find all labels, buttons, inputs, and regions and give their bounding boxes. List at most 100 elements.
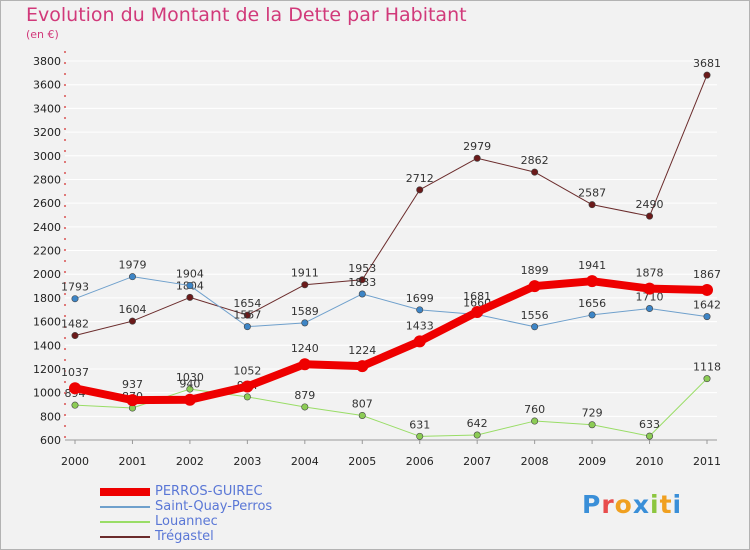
y-tick-label: 800 — [40, 410, 61, 423]
y-tick-label: 600 — [40, 434, 61, 447]
data-label-saint-quay-perros: 1833 — [348, 276, 376, 289]
x-tick-label: 2005 — [348, 455, 376, 468]
data-label-louannec: 1030 — [176, 371, 204, 384]
logo-letter: t — [659, 490, 673, 519]
data-label-louannec: 631 — [409, 418, 430, 431]
x-tick-label: 2002 — [176, 455, 204, 468]
data-label-tr-gastel: 2712 — [406, 172, 434, 185]
y-tick-label: 3400 — [33, 102, 61, 115]
data-label-perros-guirec: 1867 — [693, 268, 721, 281]
y-tick-label: 1800 — [33, 292, 61, 305]
data-point-louannec — [243, 393, 251, 401]
legend-label: PERROS-GUIREC — [155, 484, 263, 499]
x-tick-label: 2003 — [233, 455, 261, 468]
data-point-tr-gastel — [243, 311, 251, 319]
data-label-saint-quay-perros: 1793 — [61, 281, 89, 294]
data-point-louannec — [301, 403, 309, 411]
y-tick-label: 3200 — [33, 126, 61, 139]
x-tick-label: 2008 — [521, 455, 549, 468]
data-label-tr-gastel: 2587 — [578, 187, 606, 200]
legend-label: Louannec — [155, 514, 218, 529]
data-point-perros-guirec — [298, 358, 311, 371]
data-point-louannec — [358, 411, 366, 419]
data-label-perros-guirec: 1433 — [406, 319, 434, 332]
data-label-perros-guirec: 1941 — [578, 259, 606, 272]
data-label-saint-quay-perros: 1556 — [521, 309, 549, 322]
data-label-louannec: 1118 — [693, 361, 721, 374]
legend-swatch — [100, 506, 150, 508]
data-point-louannec — [473, 431, 481, 439]
data-label-saint-quay-perros: 1589 — [291, 305, 319, 318]
data-point-louannec — [186, 385, 194, 393]
data-point-tr-gastel — [416, 186, 424, 194]
y-tick-label: 1200 — [33, 363, 61, 376]
data-point-tr-gastel — [301, 281, 309, 289]
series-line-saint-quay-perros — [74, 276, 708, 328]
x-tick-label: 2000 — [61, 455, 89, 468]
legend-swatch — [100, 488, 150, 496]
legend-label: Trégastel — [155, 529, 214, 544]
data-label-perros-guirec: 1052 — [233, 364, 261, 377]
data-point-perros-guirec — [241, 380, 254, 393]
y-tick-label: 2000 — [33, 268, 61, 281]
x-tick-label: 2010 — [636, 455, 664, 468]
data-label-tr-gastel: 2862 — [521, 154, 549, 167]
y-tick-label: 1600 — [33, 316, 61, 329]
data-label-tr-gastel: 1482 — [61, 318, 89, 331]
data-point-louannec — [531, 417, 539, 425]
data-point-tr-gastel — [473, 154, 481, 162]
data-point-saint-quay-perros — [416, 306, 424, 314]
data-label-saint-quay-perros: 1557 — [233, 309, 261, 322]
data-point-perros-guirec — [183, 393, 196, 406]
x-tick-label: 2004 — [291, 455, 319, 468]
data-point-tr-gastel — [128, 317, 136, 325]
data-point-louannec — [703, 375, 711, 383]
data-point-saint-quay-perros — [71, 295, 79, 303]
logo-letter: i — [672, 490, 683, 519]
data-point-louannec — [71, 401, 79, 409]
data-label-perros-guirec: 1899 — [521, 264, 549, 277]
logo-letter: r — [601, 490, 615, 519]
data-label-saint-quay-perros: 1699 — [406, 292, 434, 305]
data-label-louannec: 879 — [294, 389, 315, 402]
y-tick-label: 3800 — [33, 55, 61, 68]
logo-letter: o — [614, 490, 633, 519]
legend-swatch — [100, 521, 150, 523]
x-tick-label: 2007 — [463, 455, 491, 468]
data-point-tr-gastel — [646, 212, 654, 220]
data-label-louannec: 642 — [467, 417, 488, 430]
data-point-saint-quay-perros — [703, 313, 711, 321]
logo-letter: x — [632, 490, 650, 519]
data-label-louannec: 729 — [582, 407, 603, 420]
y-tick-label: 2200 — [33, 245, 61, 258]
data-point-saint-quay-perros — [243, 323, 251, 331]
data-point-saint-quay-perros — [531, 323, 539, 331]
data-label-saint-quay-perros: 1642 — [693, 299, 721, 312]
x-tick-label: 2009 — [578, 455, 606, 468]
data-point-tr-gastel — [588, 201, 596, 209]
data-label-tr-gastel: 1953 — [348, 262, 376, 275]
data-point-louannec — [416, 432, 424, 440]
data-point-tr-gastel — [358, 276, 366, 284]
data-label-louannec: 807 — [352, 397, 373, 410]
data-point-saint-quay-perros — [588, 311, 596, 319]
series-line-louannec — [74, 378, 708, 437]
line-chart: 600 800 1000 1200 1400 1600 1800 2000 2200 2400 26… — [33, 51, 721, 468]
data-label-perros-guirec: 937 — [122, 378, 143, 391]
data-label-tr-gastel: 2490 — [636, 198, 664, 211]
data-point-louannec — [646, 432, 654, 440]
data-point-perros-guirec — [701, 283, 713, 296]
data-point-perros-guirec — [69, 382, 81, 395]
y-tick-label: 3600 — [33, 79, 61, 92]
data-label-perros-guirec: 1681 — [463, 290, 491, 303]
data-label-saint-quay-perros: 1979 — [118, 259, 146, 272]
logo-letter: i — [650, 490, 660, 519]
data-point-saint-quay-perros — [646, 305, 654, 313]
data-label-louannec: 760 — [524, 403, 545, 416]
y-tick-label: 2800 — [33, 173, 61, 186]
data-label-perros-guirec: 1878 — [636, 267, 664, 280]
data-point-perros-guirec — [528, 280, 541, 293]
data-point-saint-quay-perros — [128, 273, 136, 281]
chart-title: Evolution du Montant de la Dette par Hab… — [26, 4, 467, 26]
series-line-tr-gastel — [74, 74, 708, 337]
